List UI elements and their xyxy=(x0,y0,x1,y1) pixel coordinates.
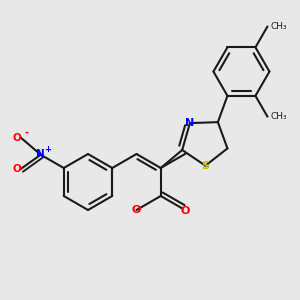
Text: N: N xyxy=(36,149,45,159)
Text: -: - xyxy=(24,128,28,138)
Text: CH₃: CH₃ xyxy=(270,22,287,31)
Text: O: O xyxy=(181,206,190,216)
Text: S: S xyxy=(201,160,209,171)
Text: +: + xyxy=(44,145,51,154)
Text: O: O xyxy=(13,133,22,143)
Text: O: O xyxy=(132,205,141,215)
Text: O: O xyxy=(13,164,22,174)
Text: CH₃: CH₃ xyxy=(270,112,287,121)
Text: N: N xyxy=(185,118,194,128)
